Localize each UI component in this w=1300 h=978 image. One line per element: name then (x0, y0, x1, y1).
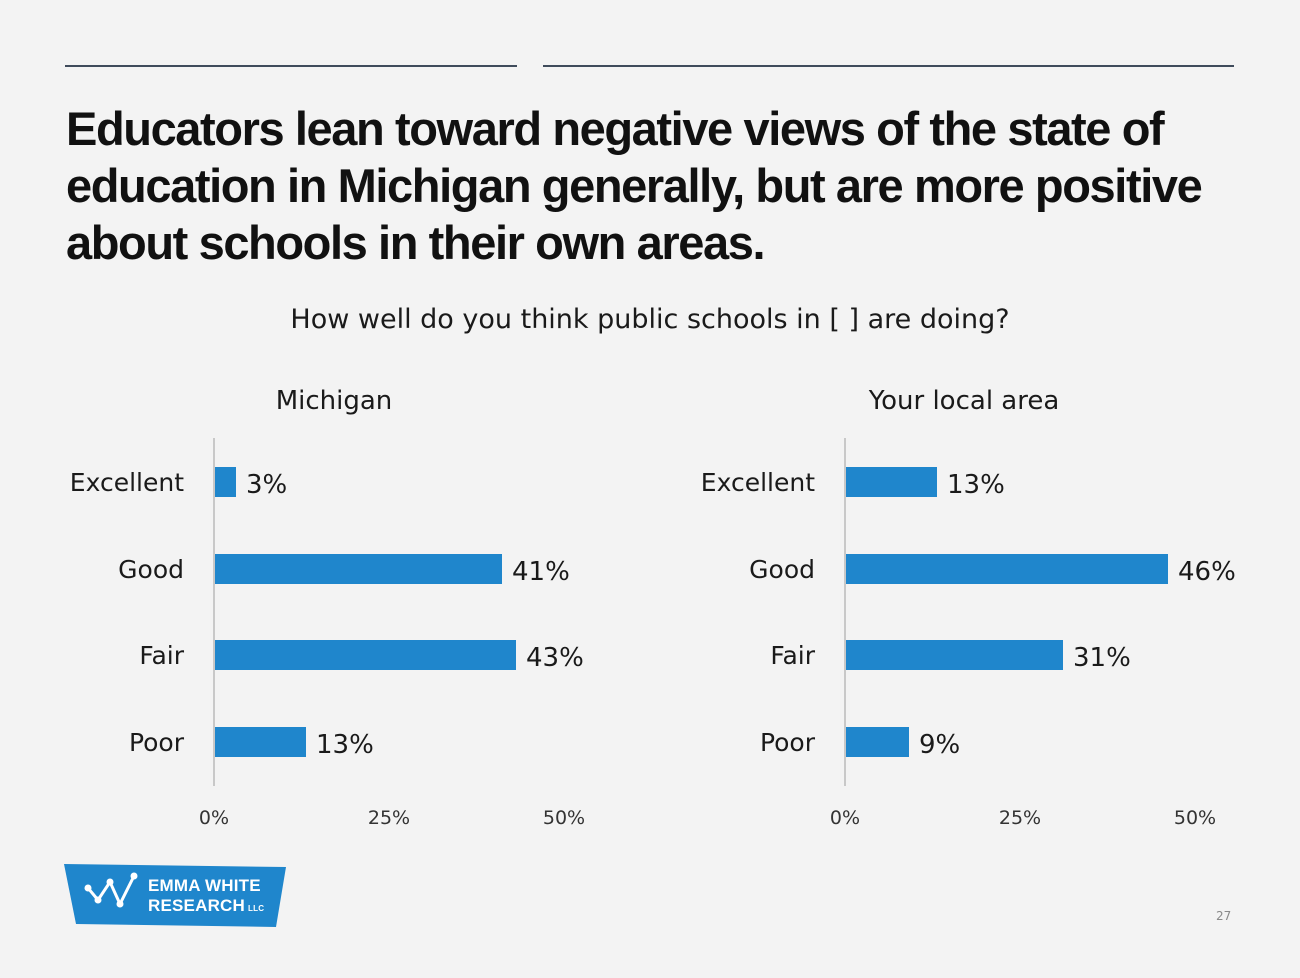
michigan-tick-label: 25% (368, 807, 410, 829)
local-area-tick-label: 0% (830, 807, 860, 829)
michigan-bar-excellent (215, 467, 236, 497)
michigan-category-label: Fair (139, 641, 184, 670)
michigan-bar-good (215, 554, 502, 584)
michigan-value-label: 41% (512, 557, 570, 587)
local-area-category-label: Fair (770, 641, 815, 670)
local-area-bar-fair (846, 640, 1063, 670)
top-rule-left (65, 65, 517, 67)
michigan-category-label: Excellent (70, 468, 184, 497)
local-area-value-label: 9% (919, 730, 960, 760)
slide-title: Educators lean toward negative views of … (66, 102, 1203, 269)
michigan-bar-poor (215, 727, 306, 757)
local-area-bar-poor (846, 727, 909, 757)
survey-question: How well do you think public schools in … (290, 304, 1010, 335)
michigan-tick-label: 0% (199, 807, 229, 829)
local-area-category-label: Excellent (701, 468, 815, 497)
michigan-value-label: 43% (526, 643, 584, 673)
local-area-bar-good (846, 554, 1168, 584)
top-rule-right (543, 65, 1234, 67)
logo-line-1: EMMA WHITE (148, 876, 261, 895)
local-area-category-label: Poor (760, 728, 816, 757)
local-area-value-label: 31% (1073, 643, 1131, 673)
emma-white-logo (64, 864, 286, 927)
michigan-value-label: 3% (246, 470, 287, 500)
local-area-value-label: 13% (947, 470, 1005, 500)
page-number: 27 (1216, 909, 1232, 923)
michigan-category-label: Poor (129, 728, 185, 757)
logo-text: EMMA WHITE RESEARCH LLC (148, 876, 264, 919)
logo-suffix: LLC (248, 904, 265, 913)
logo-line-2: RESEARCH (148, 896, 246, 915)
local-area-tick-label: 25% (999, 807, 1041, 829)
local-area-chart-title: Your local area (868, 386, 1060, 416)
michigan-category-label: Good (118, 555, 184, 584)
local-area-value-label: 46% (1178, 557, 1236, 587)
michigan-value-label: 13% (316, 730, 374, 760)
michigan-tick-label: 50% (543, 807, 585, 829)
local-area-tick-label: 50% (1174, 807, 1216, 829)
michigan-chart-title: Michigan (276, 386, 393, 416)
local-area-bar-excellent (846, 467, 937, 497)
michigan-bar-fair (215, 640, 516, 670)
local-area-category-label: Good (749, 555, 815, 584)
